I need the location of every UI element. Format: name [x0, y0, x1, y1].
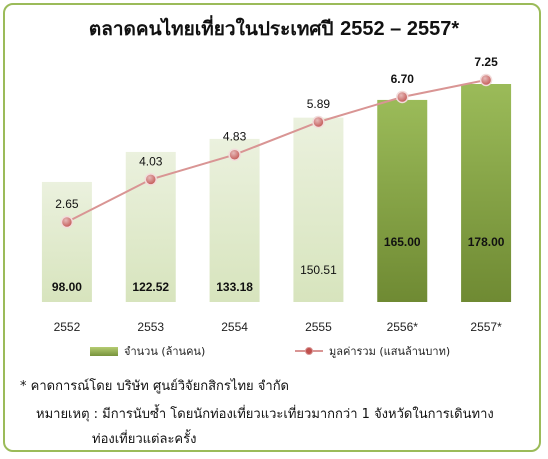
value-point-label: 2.65 [55, 197, 79, 211]
chart-title-years: 2552 – 2557* [340, 18, 460, 40]
category-label: 2552 [54, 320, 81, 334]
bar-value-label: 165.00 [384, 235, 421, 249]
legend-item-line: มูลค่ารวม (แสนล้านบาท) [295, 342, 450, 360]
remark-note-line1: หมายเหตุ : มีการนับซ้ำ โดยนักท่องเที่ยวแ… [36, 407, 494, 422]
value-series-line [66, 79, 487, 223]
bar-2557* [461, 84, 512, 302]
chart-frame [3, 3, 541, 452]
value-point-label: 4.83 [223, 130, 247, 144]
category-label: 2555 [305, 320, 332, 334]
legend-item-bar: จำนวน (ล้านคน) [90, 342, 205, 360]
chart-title: ตลาดคนไทยเที่ยวในประเทศปี 2552 – 2557* [0, 14, 548, 44]
legend-bar-label: จำนวน (ล้านคน) [124, 345, 206, 358]
bar-2556* [377, 99, 428, 302]
value-point-2552 [60, 215, 74, 229]
value-point-2555 [312, 115, 325, 129]
category-label: 2554 [221, 320, 248, 334]
chart-title-text: ตลาดคนไทยเที่ยวในประเทศปี [88, 18, 334, 40]
bar-value-label: 178.00 [468, 235, 505, 249]
legend-line-swatch [295, 346, 323, 356]
value-point-2556* [396, 90, 409, 104]
combo-chart: 98.00 122.52 133.18 150.51 165.00 178.00 2.65… [41, 55, 512, 334]
bar-value-label: 150.51 [300, 263, 337, 277]
legend: จำนวน (ล้านคน) มูลค่ารวม (แสนล้านบาท) [90, 342, 530, 362]
category-label: 2553 [137, 320, 164, 334]
legend-bar-swatch [90, 346, 118, 356]
value-point-label: 7.25 [474, 55, 498, 69]
value-point-2554 [228, 148, 241, 161]
bar-2554 [209, 138, 260, 302]
value-point-2557* [479, 73, 493, 87]
bar-value-label: 122.52 [132, 280, 169, 294]
bar-2555 [293, 117, 344, 302]
bar-value-label: 98.00 [52, 280, 82, 294]
remark-note-line2: ท่องเที่ยวแต่ละครั้ง [92, 432, 197, 447]
estimate-note: * คาดการณ์โดย บริษัท ศูนย์วิจัยกสิกรไทย … [20, 379, 290, 394]
value-point-2553 [144, 173, 157, 186]
value-point-label: 4.03 [139, 154, 163, 168]
bar-2552 [41, 181, 92, 302]
value-point-label: 6.70 [391, 72, 415, 86]
legend-line-label: มูลค่ารวม (แสนล้านบาท) [329, 345, 451, 358]
value-point-label: 5.89 [307, 97, 331, 111]
category-label: 2557* [470, 320, 502, 334]
category-label: 2556* [387, 320, 419, 334]
bar-value-label: 133.18 [216, 280, 253, 294]
